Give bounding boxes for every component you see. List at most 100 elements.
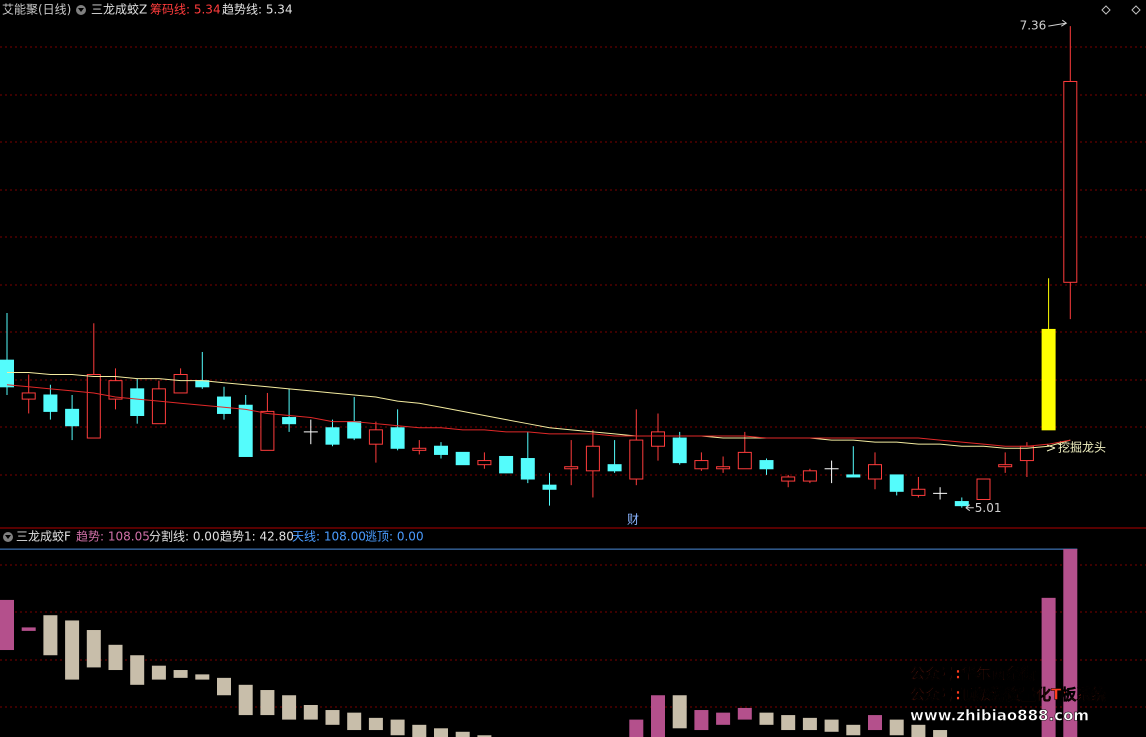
annotation: 财 xyxy=(627,513,639,527)
candle-body xyxy=(368,429,383,445)
bar xyxy=(238,684,253,716)
bar xyxy=(651,695,665,737)
candle-body xyxy=(108,380,123,400)
candle-body xyxy=(889,474,904,492)
window-icon[interactable] xyxy=(1131,5,1141,15)
bar xyxy=(672,695,687,729)
bar xyxy=(824,719,839,732)
bar xyxy=(368,717,383,731)
bar xyxy=(43,615,58,656)
candle-body xyxy=(651,431,665,447)
candle-body xyxy=(412,447,427,451)
candle-body xyxy=(151,388,166,425)
bar xyxy=(846,724,861,736)
readout: 趋势: 108.05 xyxy=(76,530,150,544)
candle-body xyxy=(499,455,514,474)
candle-body xyxy=(911,488,926,496)
candle-body xyxy=(868,464,882,480)
candle-body xyxy=(238,404,253,457)
bar xyxy=(412,724,427,737)
indicator-line xyxy=(7,371,1071,449)
indicator-line xyxy=(6,384,1071,447)
candle-body xyxy=(759,460,774,470)
bar xyxy=(933,730,948,737)
window-icon[interactable] xyxy=(1101,5,1111,15)
candle-body xyxy=(130,388,145,416)
candle-body xyxy=(716,466,731,470)
bar xyxy=(477,735,492,737)
candle-body xyxy=(737,451,752,470)
candle-body xyxy=(585,445,600,472)
readout: 逃顶: 0.00 xyxy=(365,530,424,544)
bar xyxy=(108,644,123,671)
readout: 筹码线: 5.34 xyxy=(150,3,221,17)
bar xyxy=(716,712,731,725)
candle-body xyxy=(802,470,817,482)
high-arrow xyxy=(1048,19,1068,27)
bar xyxy=(911,724,926,737)
bar xyxy=(1041,597,1056,737)
indicator-name: 三龙成蛟F xyxy=(16,529,71,544)
candle-body xyxy=(21,392,36,400)
bar xyxy=(347,712,362,731)
candle-body xyxy=(282,417,297,425)
candle-body xyxy=(629,439,644,480)
candle-body xyxy=(390,427,405,449)
bar xyxy=(217,677,231,696)
candle-body xyxy=(43,394,58,412)
bar xyxy=(802,717,817,731)
bar xyxy=(455,731,470,737)
candle-body xyxy=(173,374,188,394)
candle-body xyxy=(694,460,709,470)
high-label: 7.36 xyxy=(1020,19,1047,33)
annotation-arrow xyxy=(1046,444,1056,452)
bar xyxy=(390,719,405,736)
grid xyxy=(0,46,1146,708)
candle-body xyxy=(520,458,535,480)
dropdown-arrow xyxy=(78,8,84,12)
readout: 天线: 108.00 xyxy=(292,530,366,544)
bar xyxy=(21,627,36,631)
candle-body xyxy=(217,396,231,414)
bar xyxy=(195,674,210,680)
candle-body xyxy=(325,427,340,445)
bar xyxy=(260,690,275,716)
candle-body xyxy=(347,421,362,439)
candle-body xyxy=(455,451,470,466)
bar xyxy=(889,719,904,736)
readout: 趋势1: 42.80 xyxy=(220,530,294,544)
bar xyxy=(737,707,752,720)
bar xyxy=(65,620,80,680)
candle-body xyxy=(781,476,796,482)
candle-body xyxy=(0,359,14,388)
bar xyxy=(629,719,644,737)
readout: 趋势线: 5.34 xyxy=(222,3,293,17)
candle-body xyxy=(65,408,80,427)
candle-body xyxy=(1041,328,1056,431)
bar xyxy=(303,704,318,720)
candle-body xyxy=(1063,80,1078,283)
candle-body xyxy=(86,374,101,439)
candle-body xyxy=(976,478,991,501)
bar xyxy=(0,599,14,651)
candle-body xyxy=(564,466,579,470)
candle-body xyxy=(477,460,492,466)
bar xyxy=(130,655,145,685)
low-arrow xyxy=(965,504,974,512)
candle-body xyxy=(607,464,622,472)
low-label: 5.01 xyxy=(975,501,1002,515)
candle-body xyxy=(998,464,1013,468)
bar xyxy=(868,715,882,731)
bar xyxy=(1063,549,1078,737)
watermark: 公众号:华尔两条街 xyxy=(910,665,1036,683)
candle-body xyxy=(846,474,861,478)
bar xyxy=(151,665,166,680)
bar xyxy=(694,710,709,731)
chart-title: 艾能聚(日线) xyxy=(2,3,71,17)
watermark: 公众号:顶级游资量化T板系统 xyxy=(910,686,1106,704)
bar xyxy=(282,695,297,720)
bar xyxy=(781,715,796,731)
watermark: www.zhibiao888.com xyxy=(910,707,1089,725)
candle-body xyxy=(672,437,687,464)
